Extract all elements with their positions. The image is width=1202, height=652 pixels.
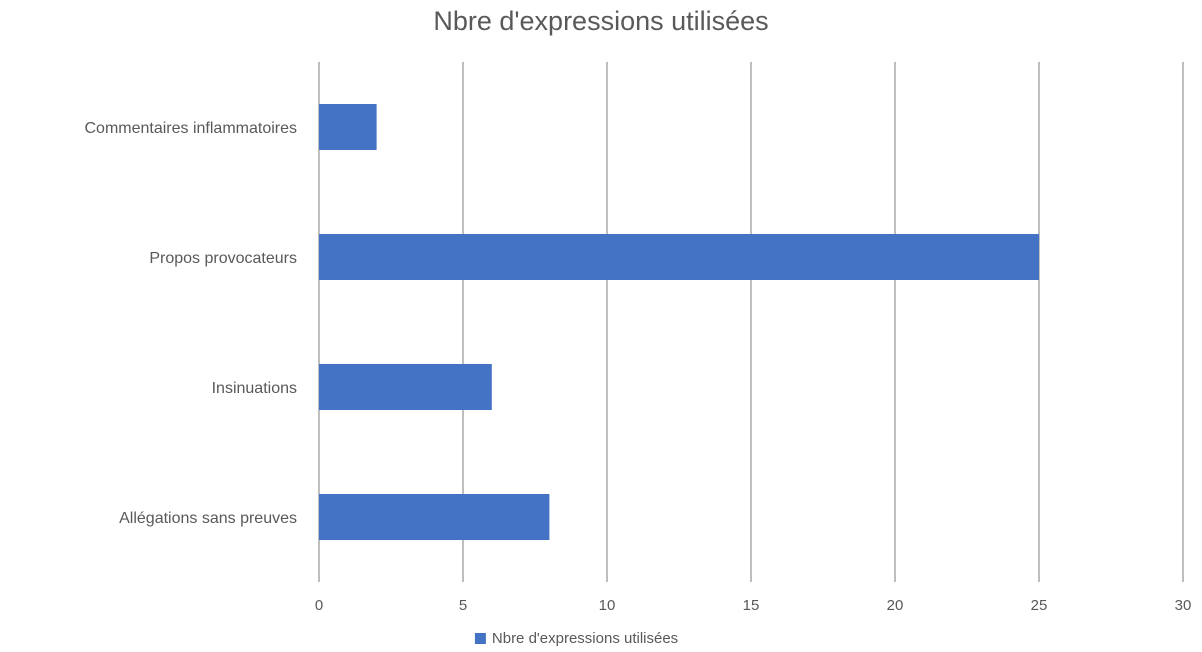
legend-label: Nbre d'expressions utilisées [492,630,678,647]
bar [319,234,1039,280]
category-label: Commentaires inflammatoires [84,120,297,137]
x-tick-label: 0 [315,597,323,614]
bars [319,104,1039,540]
chart-title: Nbre d'expressions utilisées [433,6,769,36]
legend-swatch [474,633,486,644]
bar [319,104,377,150]
x-tick-label: 20 [887,597,904,614]
legend: Nbre d'expressions utilisées [474,630,678,647]
x-tick-label: 30 [1175,597,1192,614]
bar [319,494,550,540]
category-labels: Commentaires inflammatoires Propos provoc… [84,120,297,527]
bar [319,364,492,410]
x-tick-labels: 0 5 10 15 20 25 30 [315,597,1192,614]
category-label: Propos provocateurs [149,250,297,267]
x-tick-label: 5 [459,597,467,614]
x-tick-label: 10 [599,597,616,614]
x-tick-label: 25 [1031,597,1048,614]
category-label: Allégations sans preuves [119,510,297,527]
category-label: Insinuations [212,380,297,397]
x-tick-label: 15 [743,597,760,614]
